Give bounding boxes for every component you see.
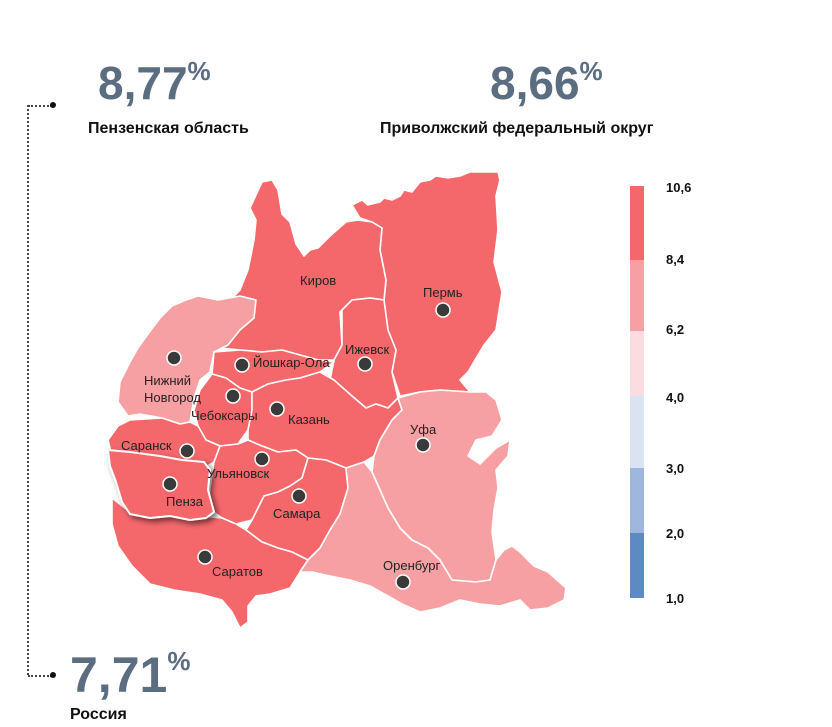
connector-bottom <box>28 675 52 677</box>
city-dot-ulyanovsk <box>254 451 270 467</box>
district-value: 8,66% <box>490 57 603 109</box>
region-value: 8,77% <box>98 57 211 109</box>
region-saratov[interactable] <box>111 497 309 629</box>
city-label-ufa: Уфа <box>410 422 437 437</box>
country-value-unit: % <box>167 646 191 676</box>
legend-band-8.4-10.6 <box>630 186 644 260</box>
connector-top <box>28 105 52 107</box>
city-label-penza: Пенза <box>166 494 204 509</box>
legend-tick: 3,0 <box>666 461 685 476</box>
city-dot-samara <box>291 488 307 504</box>
legend-tick: 4,0 <box>666 390 685 405</box>
city-label-kirov: Киров <box>300 273 336 288</box>
city-label-samara: Самара <box>273 506 321 521</box>
legend-band-3.0-4.0 <box>630 396 644 468</box>
legend-tick: 1,0 <box>666 591 685 606</box>
connector-dot-top <box>50 102 56 108</box>
city-dot-saratov <box>197 549 213 565</box>
city-dot-penza <box>162 476 178 492</box>
legend-band-1.0-2.0 <box>630 533 644 598</box>
city-dot-orenburg <box>395 574 411 590</box>
connector-vertical <box>27 105 29 675</box>
legend-band-6.2-8.4 <box>630 260 644 331</box>
city-dot-kazan <box>269 401 285 417</box>
city-label-perm: Пермь <box>423 285 463 300</box>
city-dot-izhevsk <box>357 356 373 372</box>
city-dot-yoshkar-ola <box>234 357 250 373</box>
region-penza[interactable] <box>107 449 215 521</box>
city-label-cheboksary: Чебоксары <box>191 408 258 423</box>
country-value: 7,71% <box>70 647 190 703</box>
region-orenburg[interactable] <box>299 461 567 613</box>
city-label-novgorod: Новгород <box>144 390 201 405</box>
city-label-yoshkar-ola: Йошкар-Ола <box>253 355 330 370</box>
legend-tick: 2,0 <box>666 526 685 541</box>
city-label-saransk: Саранск <box>121 438 172 453</box>
district-label: Приволжский федеральный округ <box>380 120 654 137</box>
city-dot-ufa <box>415 437 431 453</box>
city-label-ulyanovsk: Ульяновск <box>207 466 269 481</box>
region-label: Пензенская область <box>88 120 249 137</box>
legend-band-4.0-6.2 <box>630 331 644 396</box>
city-label-orenburg: Оренбург <box>383 558 440 573</box>
connector-dot-bottom <box>50 672 56 678</box>
city-dot-saransk <box>179 443 195 459</box>
region-value-number: 8,77 <box>98 57 188 109</box>
city-dot-perm <box>435 302 451 318</box>
legend-tick: 10,6 <box>666 180 692 195</box>
district-value-unit: % <box>579 56 603 86</box>
district-value-number: 8,66 <box>490 57 580 109</box>
city-label-nizhny: Нижний <box>144 373 191 388</box>
legend-tick: 8,4 <box>666 252 685 267</box>
city-dot-nizhny-novgorod <box>166 350 182 366</box>
region-value-unit: % <box>187 56 211 86</box>
legend-tick: 6,2 <box>666 322 685 337</box>
legend-band-2.0-3.0 <box>630 468 644 533</box>
country-value-number: 7,71 <box>70 647 168 703</box>
city-label-kazan: Казань <box>288 412 330 427</box>
city-label-izhevsk: Ижевск <box>345 342 390 357</box>
city-dot-cheboksary <box>225 388 241 404</box>
city-label-saratov: Саратов <box>212 564 263 579</box>
country-label: Россия <box>70 706 127 723</box>
